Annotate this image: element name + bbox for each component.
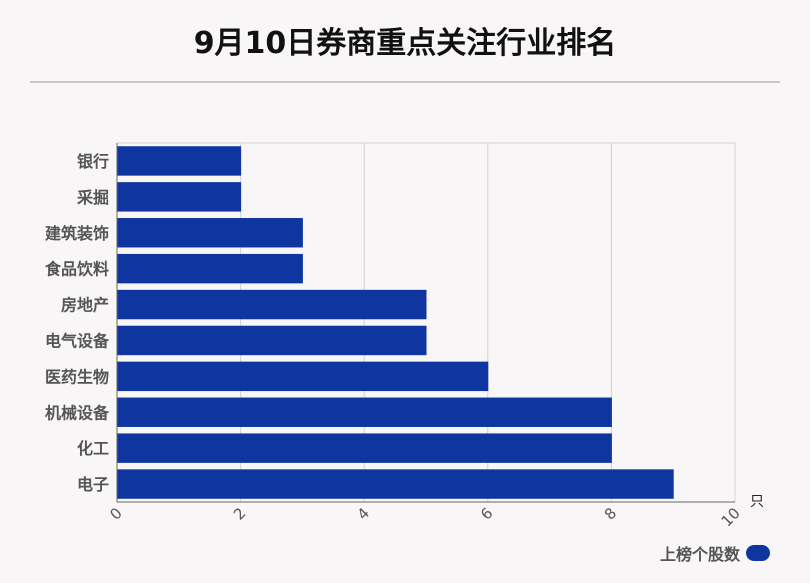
- y-category-label: 采掘: [76, 188, 109, 207]
- x-tick-label: 4: [354, 504, 373, 523]
- y-category-label: 建筑装饰: [45, 224, 109, 243]
- y-category-label: 电子: [77, 475, 109, 494]
- title-divider: [30, 81, 780, 83]
- bar: [117, 218, 303, 248]
- bar: [117, 289, 427, 320]
- x-tick-label: 8: [601, 504, 620, 523]
- x-tick-label: 0: [106, 504, 125, 523]
- y-category-label: 医药生物: [45, 367, 109, 386]
- legend-label: 上榜个股数: [659, 545, 740, 564]
- bar: [117, 397, 612, 427]
- y-category-label: 食品饮料: [44, 260, 109, 279]
- bar: [117, 182, 242, 212]
- bar: [117, 146, 242, 176]
- bar: [117, 325, 427, 356]
- legend-swatch: [746, 545, 770, 561]
- legend: 上榜个股数: [660, 541, 770, 565]
- x-tick-label: 2: [230, 504, 249, 523]
- y-category-label: 机械设备: [45, 403, 110, 422]
- bar: [117, 253, 303, 284]
- bar: [117, 433, 612, 463]
- x-unit-label: 只: [750, 494, 764, 510]
- y-category-label: 银行: [77, 152, 109, 171]
- x-tick-label: 10: [718, 504, 744, 530]
- chart-title: 9月10日券商重点关注行业排名: [193, 26, 617, 61]
- y-category-label: 房地产: [61, 296, 109, 315]
- bar: [117, 361, 489, 392]
- y-category-label: 电气设备: [45, 331, 110, 350]
- bar: [117, 469, 674, 499]
- x-tick-label: 6: [477, 504, 496, 523]
- y-category-label: 化工: [77, 439, 109, 458]
